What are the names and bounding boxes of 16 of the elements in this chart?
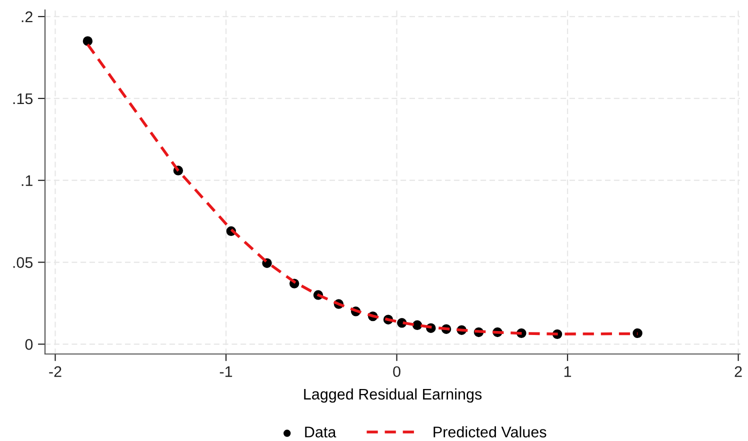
point <box>82 36 93 46</box>
y-tick-label: .05 <box>13 257 33 268</box>
legend-label: Predicted Values <box>434 426 546 438</box>
legend-label: Data <box>305 426 336 438</box>
x-tick-label: 2 <box>734 366 742 377</box>
y-tick-label: .15 <box>13 93 33 104</box>
x-tick-label: 1 <box>564 366 572 377</box>
point <box>632 328 642 338</box>
x-tick-label: -1 <box>220 366 232 377</box>
x-tick-label: -2 <box>49 366 62 377</box>
y-tick-label: .1 <box>22 175 32 186</box>
y-tick-label: 0 <box>25 339 33 350</box>
x-axis-title: Lagged Residual Earnings <box>304 388 482 403</box>
y-tick-label: .2 <box>22 11 32 22</box>
x-tick-label: 0 <box>393 366 400 378</box>
point <box>412 320 422 330</box>
